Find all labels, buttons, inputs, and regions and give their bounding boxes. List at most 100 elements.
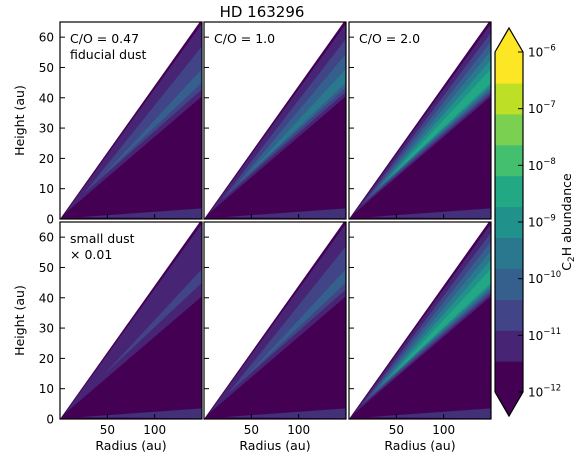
abundance-layers [208,23,346,219]
masked-region [60,222,200,419]
colorbar-label: C2H abundance [559,173,577,271]
abundance-level-1 [208,23,346,214]
panel-label: fiducial dust [70,47,147,62]
masked-region [204,222,344,419]
abundance-level-3 [102,69,202,176]
panel-frame [348,21,492,220]
colorbar-extend-top [495,28,523,52]
y-tick-label: 20 [39,352,54,366]
y-tick-label: 10 [39,182,54,196]
panel-label: C/O = 1.0 [214,31,275,46]
abundance-level-1 [64,223,202,414]
panel-label: small dust [70,231,135,246]
colorbar-level-4 [495,237,523,269]
panel-0-2: C/O = 2.0 [348,21,492,220]
panel-label: C/O = 2.0 [359,31,420,46]
x-axis-label: Radius (au) [384,438,455,453]
panel-frame [59,221,203,420]
x-tick-label: 100 [432,423,455,437]
midplane-layer [222,208,346,219]
y-tick-label: 40 [39,91,54,105]
y-tick-label: 50 [39,261,54,275]
panel-frame [59,21,203,220]
abundance-level-2 [102,269,202,376]
abundance-layers [353,23,491,219]
colorbar-tick-label: 10−6 [528,44,556,60]
x-tick-label: 100 [143,423,166,437]
colorbar-tick-label: 10−11 [528,327,561,343]
abundance-level-6 [391,269,491,376]
y-tick-label: 60 [39,31,54,45]
colorbar-level-6 [495,175,523,208]
colorbar-tick-label: 10−12 [528,384,561,400]
abundance-layers [208,223,346,419]
abundance-layers [353,223,491,419]
y-tick-label: 10 [39,382,54,396]
y-tick-label: 30 [39,322,54,336]
midplane-layer [78,208,202,219]
y-tick-label: 60 [39,231,54,245]
abundance-level-3 [246,269,346,376]
colorbar-tick-label: 10−8 [528,157,556,173]
y-tick-label: 30 [39,122,54,136]
y-axis-label: Height (au) [12,85,27,156]
panel-0-1: C/O = 1.0 [203,21,347,220]
colorbar-level-10 [495,52,523,84]
midplane-layer [367,408,491,419]
y-tick-label: 0 [46,413,54,427]
abundance-level-2 [221,38,346,201]
abundance-level-1 [353,23,491,214]
x-axis-label: Radius (au) [95,438,166,453]
y-tick-label: 20 [39,152,54,166]
figure-title: HD 163296 [220,3,305,21]
x-tick-label: 100 [287,423,310,437]
colorbar-level-7 [495,144,523,177]
masked-region [349,22,489,219]
x-tick-label: 50 [389,423,404,437]
x-tick-label: 50 [100,423,115,437]
panel-frame [348,221,492,420]
abundance-level-4 [376,50,491,191]
panel-label: C/O = 0.47 [70,31,139,46]
y-tick-label: 0 [46,213,54,227]
abundance-level-2 [83,46,202,194]
abundance-level-1 [64,23,202,214]
abundance-level-4 [376,250,491,391]
abundance-level-2 [227,246,346,394]
panel-frame [203,21,347,220]
abundance-level-4 [246,69,346,176]
panel-label: × 0.01 [70,247,112,262]
colorbar-tick-label: 10−10 [528,270,561,286]
abundance-level-2 [361,32,491,206]
abundance-level-5 [384,59,491,183]
colorbar-level-3 [495,268,523,300]
abundance-level-3 [368,241,491,398]
abundance-level-3 [368,41,491,198]
colorbar-level-9 [495,82,523,115]
y-axis-label: Height (au) [12,285,27,356]
colorbar-extend-bottom [495,392,523,416]
y-tick-label: 50 [39,61,54,75]
abundance-layers [64,223,202,419]
masked-region [349,222,489,419]
colorbar-level-8 [495,113,523,146]
colorbar-level-2 [495,299,523,331]
colorbar-tick-label: 10−7 [528,100,556,116]
midplane-layer [78,408,202,419]
panel-1-0: 0 10 20 30 40 50 60 50 100 small dust× 0.01 Height… [12,221,203,453]
panel-frame [203,221,347,420]
midplane-layer [222,408,346,419]
colorbar: 10−6 10−7 10−8 10−9 10−10 10−11 10−12 C2H abund… [494,26,577,418]
colorbar-level-0 [495,361,523,393]
abundance-level-2 [361,232,491,406]
abundance-level-6 [391,69,491,176]
colorbar-tick-label: 10−9 [528,214,556,230]
abundance-level-1 [353,223,491,414]
masked-region [60,22,200,219]
abundance-level-1 [208,223,346,414]
x-axis-label: Radius (au) [239,438,310,453]
